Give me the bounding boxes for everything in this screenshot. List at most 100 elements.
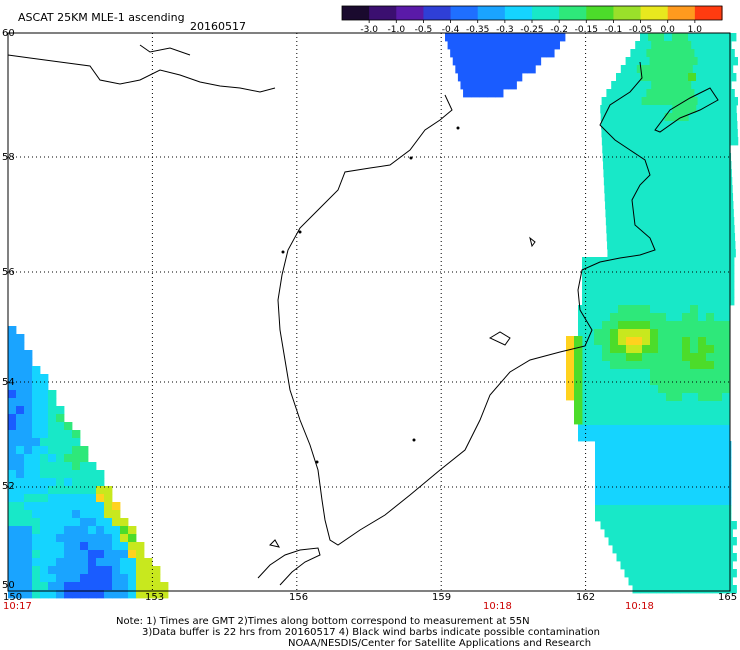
swath-cell <box>678 89 687 98</box>
swath-cell <box>633 97 642 106</box>
swath-cell <box>675 41 684 50</box>
swath-cell <box>469 33 478 42</box>
swath-cell <box>610 321 619 330</box>
swath-cell <box>717 209 726 218</box>
swath-cell <box>698 329 707 338</box>
swath-cell <box>706 305 715 314</box>
swath-cell <box>56 430 65 439</box>
swath-cell <box>627 481 636 490</box>
swath-cell <box>638 265 647 274</box>
swath-cell <box>626 401 635 410</box>
swath-cell <box>699 169 708 178</box>
swath-cell <box>638 257 647 266</box>
swath-cell <box>632 537 641 546</box>
swath-cell <box>626 329 635 338</box>
swath-cell <box>663 241 672 250</box>
swath-cell <box>654 49 663 58</box>
swath-cell <box>685 217 695 226</box>
swath-cell <box>646 233 656 242</box>
swath-cell <box>635 473 644 482</box>
swath-cell <box>706 345 715 354</box>
swath-cell <box>648 105 657 114</box>
swath-cell <box>638 273 647 282</box>
swath-cell <box>699 481 708 490</box>
swath-cell <box>612 529 621 538</box>
swath-cell <box>64 470 73 479</box>
swath-cell <box>64 486 73 495</box>
swath-cell <box>658 369 667 378</box>
swath-cell <box>32 406 41 415</box>
swath-cell <box>495 65 504 74</box>
colorbar-swatch-9 <box>586 6 615 20</box>
swath-cell <box>72 494 81 503</box>
swath-cell <box>658 153 668 162</box>
swath-cell <box>48 478 57 487</box>
swath-cell <box>640 537 649 546</box>
swath-cell <box>522 49 531 58</box>
lat-label-58: 58 <box>2 152 15 163</box>
swath-cell <box>686 233 696 242</box>
swath-cell <box>672 569 681 578</box>
swath-cell <box>630 49 639 58</box>
swath-cell <box>729 129 738 138</box>
swath-cell <box>655 241 664 250</box>
swath-cell <box>590 273 599 282</box>
swath-cell <box>606 297 615 306</box>
swath-cell <box>635 41 644 50</box>
swath-cell <box>697 121 706 130</box>
swath-cell <box>707 457 716 466</box>
swath-cell <box>152 574 161 583</box>
swath-cell <box>648 113 658 122</box>
swath-cell <box>648 585 657 594</box>
swath-cell <box>610 353 619 362</box>
swath-cell <box>24 550 33 559</box>
swath-cell <box>694 281 703 290</box>
swath-cell <box>8 390 17 399</box>
coast-islet <box>315 460 319 464</box>
swath-cell <box>634 433 643 442</box>
colorbar-label: -0.2 <box>550 25 568 35</box>
swath-cell <box>487 65 496 74</box>
swath-cell <box>724 529 733 538</box>
swath-cell <box>674 425 683 434</box>
swath-cell <box>690 401 699 410</box>
swath-cell <box>689 137 699 146</box>
swath-cell <box>691 449 700 458</box>
swath-cell <box>586 385 595 394</box>
swath-cell <box>64 494 73 503</box>
swath-cell <box>685 209 694 218</box>
swath-cell <box>16 542 25 551</box>
swath-cell <box>685 201 694 210</box>
swath-cell <box>667 481 676 490</box>
coast-islet <box>298 230 302 234</box>
swath-cell <box>64 582 73 591</box>
swath-cell <box>649 57 658 66</box>
swath-cell <box>598 281 607 290</box>
swath-cell <box>24 542 33 551</box>
swath-cell <box>714 409 723 418</box>
swath-cell <box>627 81 636 90</box>
swath-cell <box>705 121 714 130</box>
swath-cell <box>651 513 660 522</box>
swath-cell <box>700 193 710 202</box>
swath-cell <box>56 582 65 591</box>
swath-cell <box>40 422 49 431</box>
swath-cell <box>594 393 603 402</box>
swath-cell <box>696 521 705 530</box>
swath-cell <box>650 305 659 314</box>
swath-cell <box>688 569 697 578</box>
swath-cell <box>709 217 719 226</box>
swath-cell <box>684 545 693 554</box>
swath-cell <box>16 470 25 479</box>
swath-cell <box>702 257 711 266</box>
swath-cell <box>88 550 97 559</box>
swath-cell <box>643 497 652 506</box>
swath-cell <box>617 121 626 130</box>
swath-cell <box>594 345 603 354</box>
swath-cell <box>669 201 678 210</box>
swath-cell <box>64 526 73 535</box>
swath-cell <box>619 457 628 466</box>
swath-cell <box>704 585 713 594</box>
swath-cell <box>683 81 692 90</box>
swath-cell <box>682 361 691 370</box>
